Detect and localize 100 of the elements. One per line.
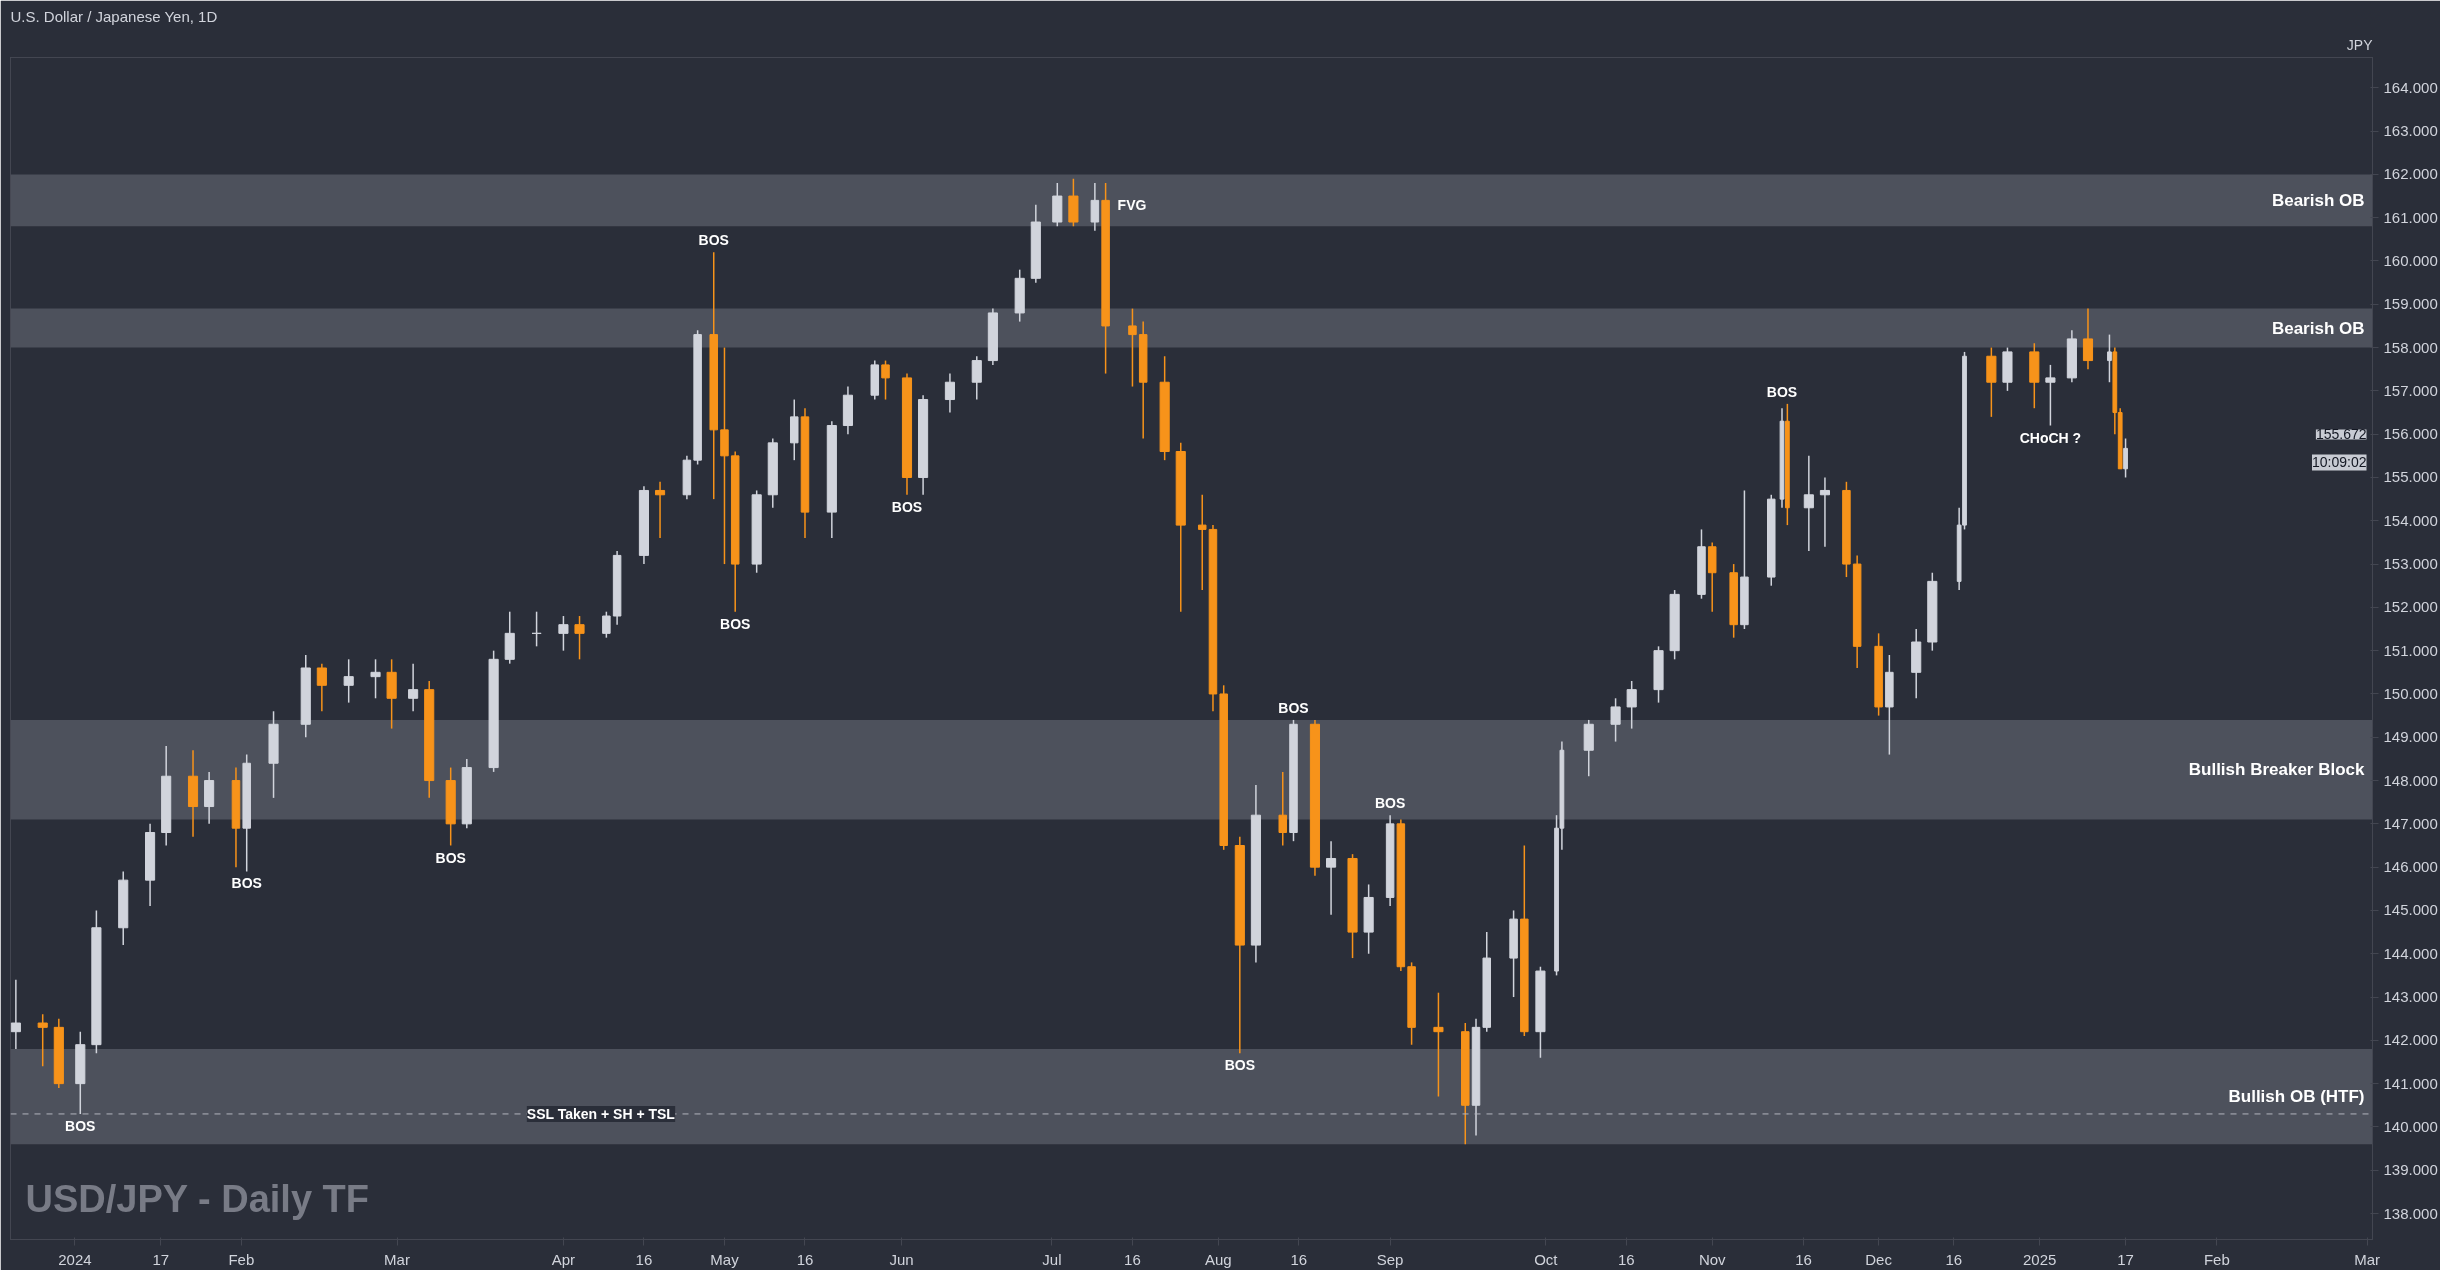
y-axis-title: JPY <box>2346 36 2374 53</box>
candlestick <box>531 610 542 648</box>
annotation: BOS <box>231 875 262 892</box>
y-tick-label: 143.000 <box>2383 988 2438 1006</box>
y-tick-label: 145.000 <box>2383 901 2438 919</box>
y-tick-label: 148.000 <box>2383 771 2438 789</box>
candlestick <box>2045 364 2056 427</box>
y-tick-label: 146.000 <box>2383 858 2438 876</box>
x-tick-label: 16 <box>1290 1250 1308 1268</box>
y-tick-label: 164.000 <box>2383 78 2438 96</box>
candlestick <box>370 658 381 700</box>
candlestick <box>1610 697 1621 743</box>
candlestick <box>881 359 890 401</box>
annotation: BOS <box>1766 383 1798 400</box>
x-tick-label: Mar <box>384 1250 410 1268</box>
y-tick-label: 150.000 <box>2383 684 2438 702</box>
x-tick-label: Feb <box>2203 1250 2230 1268</box>
y-tick-label: 152.000 <box>2383 598 2438 616</box>
y-tick-label: 161.000 <box>2383 208 2438 226</box>
candlestick <box>1197 494 1207 591</box>
annotation: BOS <box>891 498 923 515</box>
candlestick <box>1433 991 1444 1098</box>
y-tick-label: 157.000 <box>2383 381 2438 399</box>
y-tick-label: 147.000 <box>2383 814 2438 832</box>
candlestick <box>408 662 419 713</box>
y-tick-label: 160.000 <box>2383 251 2438 269</box>
candlestick <box>2082 307 2094 370</box>
candlestick <box>1326 840 1337 916</box>
x-tick-label: 2025 <box>2022 1250 2057 1268</box>
annotation: BOS <box>1374 795 1406 812</box>
candlestick <box>654 481 666 539</box>
x-tick-label: Mar <box>2354 1250 2381 1268</box>
y-tick-label: 158.000 <box>2383 338 2438 356</box>
y-tick-label: 154.000 <box>2383 511 2438 529</box>
x-tick-label: 16 <box>1795 1250 1812 1268</box>
x-tick-label: Aug <box>1205 1250 1232 1268</box>
candlestick <box>1626 680 1637 730</box>
candlestick <box>1128 307 1137 388</box>
y-tick-label: 138.000 <box>2383 1204 2438 1222</box>
band-label: Bearish OB <box>2271 318 2365 338</box>
y-tick-label: 149.000 <box>2383 728 2438 746</box>
candlestick <box>720 346 729 565</box>
y-tick-label: 139.000 <box>2383 1161 2438 1179</box>
x-tick-label: Sep <box>1376 1250 1404 1268</box>
y-tick-label: 155.000 <box>2383 468 2438 486</box>
candlestick <box>1819 476 1831 548</box>
candlestick <box>1803 455 1814 552</box>
candlestick <box>602 610 611 639</box>
candlestick <box>37 1013 48 1068</box>
annotation: BOS <box>65 1117 96 1134</box>
y-tick-label: 156.000 <box>2383 425 2438 443</box>
x-tick-label: 17 <box>152 1250 170 1268</box>
annotation: 10:09:02 <box>2312 454 2367 471</box>
ref-line-label: SSL Taken + SH + TSL <box>526 1105 676 1122</box>
x-tick-label: Feb <box>228 1250 255 1268</box>
x-tick-label: Oct <box>1534 1250 1559 1268</box>
y-tick-label: 162.000 <box>2383 165 2438 183</box>
annotation: BOS <box>720 615 751 632</box>
x-tick-label: Nov <box>1698 1250 1727 1268</box>
candlestick <box>558 615 569 652</box>
band-label: Bearish OB <box>2271 190 2365 210</box>
x-tick-label: May <box>710 1250 740 1268</box>
annotation: BOS <box>1224 1057 1255 1074</box>
band-label: Bullish Breaker Block <box>2188 760 2366 780</box>
candlestick <box>1090 182 1100 232</box>
y-tick-label: 151.000 <box>2383 641 2438 659</box>
x-tick-label: 16 <box>1945 1250 1963 1268</box>
y-tick-label: 153.000 <box>2383 555 2438 573</box>
y-tick-label: 144.000 <box>2383 944 2438 962</box>
candlestick <box>1278 771 1288 847</box>
candlestick <box>316 662 327 713</box>
y-tick-label: 141.000 <box>2383 1074 2438 1092</box>
x-tick-label: Jun <box>889 1250 914 1268</box>
annotation: BOS <box>435 849 466 866</box>
y-tick-label: 163.000 <box>2383 122 2438 140</box>
x-tick-label: 16 <box>1617 1250 1635 1268</box>
annotation: 155.672 <box>2315 426 2367 443</box>
x-tick-label: Apr <box>551 1250 576 1268</box>
candlestick <box>574 615 585 661</box>
x-tick-label: Jul <box>1042 1250 1062 1268</box>
candlestick <box>971 355 982 401</box>
y-tick-label: 140.000 <box>2383 1117 2438 1135</box>
y-tick-label: 159.000 <box>2383 295 2438 313</box>
x-tick-label: 17 <box>2117 1250 2134 1268</box>
x-tick-label: 16 <box>635 1250 653 1268</box>
x-tick-label: 16 <box>1124 1250 1141 1268</box>
annotation: FVG <box>1117 196 1147 213</box>
x-tick-label: Dec <box>1865 1250 1893 1268</box>
candlestick <box>944 372 955 414</box>
x-tick-label: 16 <box>796 1250 814 1268</box>
annotation: USD/JPY - Daily TF <box>25 1177 370 1220</box>
chart-title: U.S. Dollar / Japanese Yen, 1D <box>10 7 218 25</box>
y-tick-label: 142.000 <box>2383 1031 2438 1049</box>
x-tick-label: 2024 <box>58 1250 92 1268</box>
annotation: CHoCH ? <box>2019 429 2082 446</box>
candlestick <box>10 978 21 1050</box>
candlestick <box>343 658 354 704</box>
annotation: BOS <box>1278 699 1309 716</box>
band-label: Bullish OB (HTF) <box>2228 1087 2365 1107</box>
annotation: BOS <box>698 232 729 249</box>
